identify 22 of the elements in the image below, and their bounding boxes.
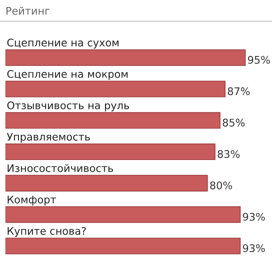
y-tick-label: Управляемость: [6, 132, 90, 143]
y-tick-label: Комфорт: [8, 196, 56, 206]
bar: [5, 238, 241, 254]
y-tick-label: Износостойчивость: [8, 164, 114, 172]
data-label: 83%: [218, 150, 240, 158]
y-tick-label: Купите снова?: [8, 226, 86, 237]
bar: [5, 80, 226, 98]
data-label: 95%: [248, 56, 270, 64]
bar: [5, 49, 246, 66]
data-label: 85%: [222, 118, 245, 127]
y-tick-label: Сцепление на мокром: [7, 70, 128, 80]
bar: [5, 206, 241, 223]
bar: [5, 144, 216, 160]
data-label: 87%: [228, 87, 250, 96]
bar: [5, 174, 208, 192]
chart-title: Рейтинг: [6, 6, 50, 15]
y-tick-label: Отзывчивость на руль: [7, 101, 130, 112]
data-label: 93%: [242, 212, 265, 221]
y-tick-label: Сцепление на сухом: [7, 38, 118, 49]
data-label: 93%: [242, 244, 265, 252]
bar: [5, 112, 220, 129]
data-label: 80%: [210, 181, 232, 190]
